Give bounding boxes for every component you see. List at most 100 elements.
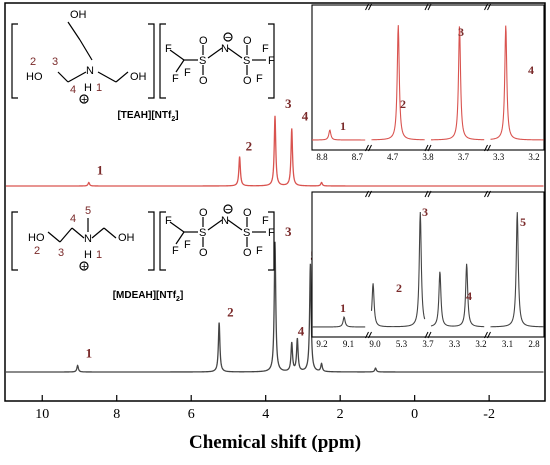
svg-text:2: 2	[30, 56, 36, 68]
svg-text:3: 3	[58, 247, 64, 259]
mdeah-inset: 9.2 9.1 9.0 5.3 3.7 3.3 3.2 3.1 2.8 1 2 3 4 5	[311, 190, 545, 349]
teah-compound-name: [TEAH][NTf2]	[117, 110, 178, 123]
svg-text:−: −	[225, 204, 231, 216]
spectra	[5, 115, 544, 373]
axis-break-mark	[487, 331, 491, 339]
svg-text:HO: HO	[28, 232, 45, 244]
svg-text:O: O	[199, 207, 208, 219]
svg-text:O: O	[199, 75, 208, 87]
svg-text:O: O	[243, 207, 252, 219]
inset-frame	[311, 191, 545, 338]
svg-text:+: +	[81, 94, 87, 106]
axis-break-mark	[368, 190, 372, 198]
svg-text:S: S	[243, 227, 250, 239]
peak-label: 3	[285, 96, 292, 111]
x-tick-label: 0	[411, 407, 418, 422]
inset-tick-label: 3.7	[422, 339, 434, 349]
inset-peak-label: 2	[400, 97, 406, 111]
svg-text:OH: OH	[130, 71, 147, 83]
inset-tick-label: 4.7	[387, 152, 399, 162]
inset-tick-label: 2.8	[528, 339, 540, 349]
axis-break-mark	[424, 331, 429, 339]
svg-text:F: F	[268, 55, 275, 67]
inset-tick-label: 3.7	[458, 152, 470, 162]
axis-break-mark	[368, 144, 372, 152]
axis-break-mark	[365, 331, 369, 339]
inset-tick-label: 3.2	[475, 339, 486, 349]
svg-text:O: O	[199, 247, 208, 259]
inset-tick-label: 5.3	[396, 339, 408, 349]
svg-text:4: 4	[70, 213, 76, 225]
svg-text:F: F	[256, 73, 263, 85]
axis-break-mark	[424, 3, 429, 11]
axis-break-mark	[427, 144, 432, 152]
mdeah-compound-name: [MDEAH][NTf2]	[113, 290, 184, 303]
svg-text:−: −	[225, 32, 231, 44]
peak-label: 4	[302, 109, 309, 124]
svg-text:F: F	[268, 227, 275, 239]
inset-spectrum-segment	[430, 26, 485, 141]
mdeah-atoms: HO N H OH 2 3 4 5 1 + F F F S O O N S O …	[28, 204, 275, 273]
inset-tick-label: 3.3	[449, 339, 461, 349]
x-axis-ticks: 10 8 6 4 2 0 -2	[35, 395, 495, 422]
svg-text:4: 4	[70, 84, 76, 96]
teah-atoms: OH HO OH N H 2 3 4 1 + F F F S O O N S O…	[26, 9, 275, 106]
peak-label: 1	[97, 163, 104, 178]
axis-break-mark	[484, 190, 488, 198]
x-tick-label: 4	[262, 407, 269, 422]
x-tick-label: -2	[483, 407, 495, 422]
svg-text:F: F	[262, 43, 269, 55]
svg-text:1: 1	[96, 82, 102, 94]
svg-text:5: 5	[85, 205, 91, 217]
inset-peak-label: 4	[466, 289, 472, 303]
inset-tick-label: 9.1	[343, 339, 354, 349]
svg-text:N: N	[221, 215, 229, 227]
inset-tick-label: 9.0	[369, 339, 381, 349]
x-axis-label: Chemical shift (ppm)	[189, 432, 361, 453]
inset-peak-label: 3	[458, 25, 464, 39]
svg-text:3: 3	[52, 56, 58, 68]
svg-text:F: F	[184, 67, 191, 79]
inset-peak-label: 3	[422, 205, 428, 219]
inset-peak-label: 1	[340, 301, 346, 315]
axis-break-mark	[487, 190, 491, 198]
svg-text:F: F	[165, 43, 172, 55]
inset-spectrum-segment	[312, 129, 366, 141]
inset-spectrum-segment	[371, 25, 425, 141]
inset-spectrum-segment	[370, 211, 426, 328]
x-tick-label: 2	[337, 407, 344, 422]
svg-text:O: O	[243, 35, 252, 47]
svg-text:H: H	[84, 82, 92, 94]
peak-label: 2	[227, 305, 234, 320]
svg-text:1: 1	[96, 249, 102, 261]
svg-text:S: S	[199, 55, 206, 67]
inset-tick-label: 3.8	[422, 152, 434, 162]
inset-peak-label: 2	[396, 281, 402, 295]
axis-break-mark	[424, 190, 429, 198]
axis-break-mark	[368, 3, 372, 11]
x-tick-label: 8	[113, 407, 120, 422]
svg-text:H: H	[84, 249, 92, 261]
svg-text:O: O	[243, 247, 252, 259]
peak-label: 4	[298, 323, 305, 338]
svg-text:HO: HO	[26, 71, 43, 83]
inset-peak-label: 4	[528, 63, 534, 77]
axis-break-mark	[368, 331, 372, 339]
peak-label: 2	[246, 139, 253, 154]
inset-spectrum-segment	[312, 315, 366, 328]
axis-break-mark	[427, 3, 432, 11]
x-tick-label: 6	[188, 407, 195, 422]
axis-break-mark	[365, 144, 369, 152]
svg-text:F: F	[172, 245, 179, 257]
svg-text:OH: OH	[70, 9, 87, 21]
axis-break-mark	[484, 144, 488, 152]
inset-peak-label: 1	[340, 119, 346, 133]
axis-break-mark	[365, 190, 369, 198]
inset-peak-label: 5	[520, 215, 526, 229]
axis-break-mark	[424, 144, 429, 152]
inset-tick-label: 3.3	[493, 152, 505, 162]
svg-text:F: F	[165, 215, 172, 227]
inset-spectrum-segment	[490, 212, 544, 328]
axis-break-mark	[484, 331, 488, 339]
